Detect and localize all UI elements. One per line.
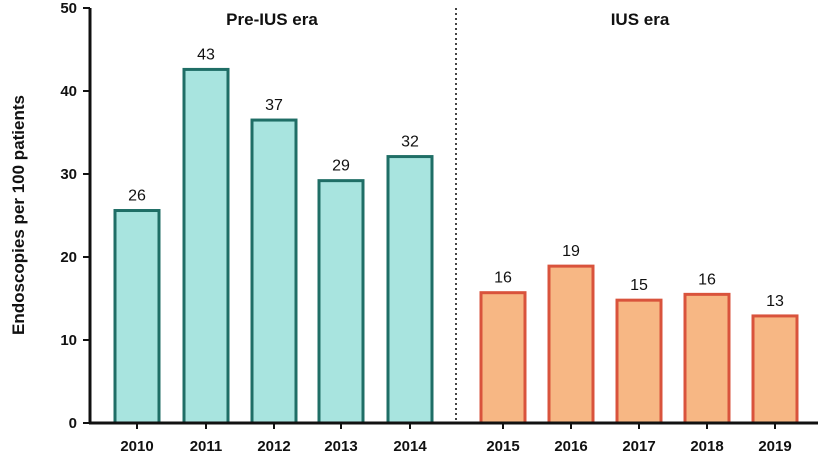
x-tick-label-2012: 2012: [257, 438, 290, 455]
era-label-ius: IUS era: [611, 10, 670, 29]
bar-2017: [615, 298, 663, 425]
data-label-2013: 29: [332, 158, 350, 175]
data-label-2019: 13: [766, 293, 784, 310]
x-tick-label-2010: 2010: [120, 438, 153, 455]
y-axis-title: Endoscopies per 100 patients: [9, 95, 28, 335]
x-tick-label-2014: 2014: [393, 438, 427, 455]
bar-2019: [751, 314, 799, 425]
bar-2013: [317, 179, 365, 425]
bar-2011: [182, 67, 230, 425]
x-tick-label-2017: 2017: [622, 438, 655, 455]
data-label-2015: 16: [494, 270, 512, 287]
data-label-2018: 16: [698, 271, 716, 288]
data-label-2016: 19: [562, 243, 580, 260]
data-label-2010: 26: [128, 188, 146, 205]
bar-2012: [250, 118, 298, 425]
x-tick-label-2016: 2016: [554, 438, 587, 455]
bar-2018: [683, 292, 731, 425]
x-tick-label-2011: 2011: [190, 438, 223, 455]
x-tick-label-2015: 2015: [486, 438, 519, 455]
x-tick-label-2019: 2019: [758, 438, 791, 455]
y-tick-label-30: 30: [60, 166, 77, 183]
bar-2014: [386, 155, 434, 425]
y-tick-label-10: 10: [60, 332, 77, 349]
data-label-2014: 32: [401, 134, 419, 151]
y-tick-label-40: 40: [60, 83, 77, 100]
x-tick-label-2018: 2018: [690, 438, 723, 455]
era-label-pre-ius: Pre-IUS era: [226, 10, 318, 29]
y-tick-label-50: 50: [60, 0, 77, 17]
bar-2010: [113, 209, 161, 425]
y-tick-label-0: 0: [69, 415, 77, 432]
bar-2016: [547, 264, 595, 425]
y-tick-label-20: 20: [60, 249, 77, 266]
data-label-2017: 15: [630, 277, 648, 294]
data-label-2012: 37: [265, 97, 283, 114]
data-label-2011: 43: [197, 46, 215, 63]
bar-2015: [479, 291, 527, 425]
x-tick-label-2013: 2013: [324, 438, 357, 455]
